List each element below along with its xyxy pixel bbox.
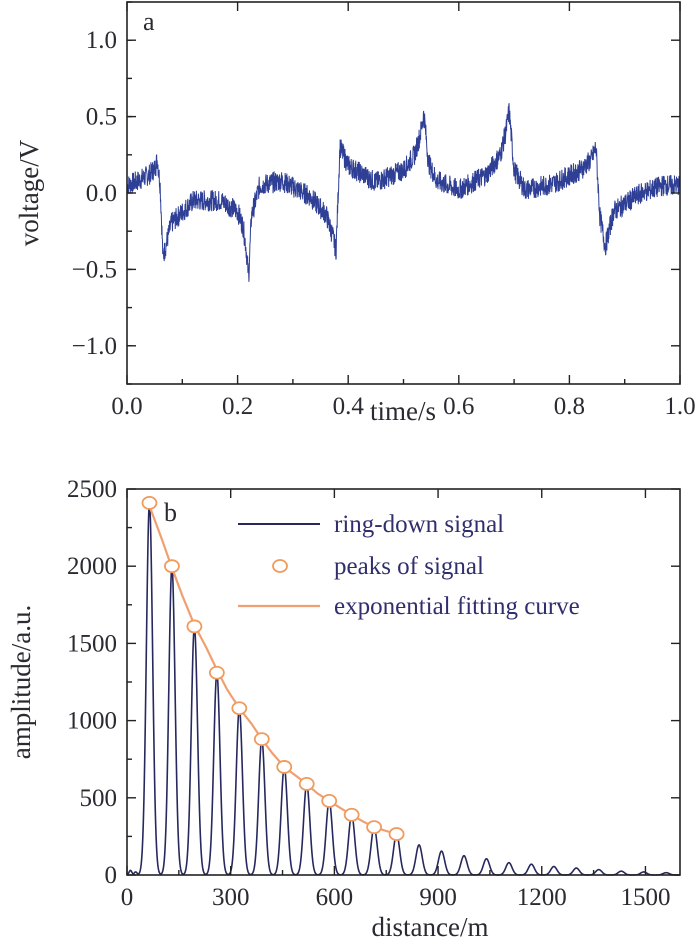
panel-b-x-tick-label: 1200: [517, 884, 567, 911]
panel-a-x-tick-label: 0.6: [443, 393, 474, 420]
panel-b-y-tick-label: 1500: [67, 630, 117, 657]
panel-a-y-axis-label: voltage/V: [14, 139, 44, 246]
peak-marker: [321, 793, 338, 808]
panel-b: 0 300 600 900 1200 1500 0 500 1000 1500 2000 2500 b…: [6, 476, 681, 941]
panel-a-plot-area: [126, 103, 681, 282]
panel-a-x-tick-label: 0.8: [554, 393, 585, 420]
legend-label-peaks: peaks of signal: [334, 553, 484, 580]
legend-label-fit: exponential fitting curve: [334, 593, 580, 620]
legend-label-ring-down: ring-down signal: [334, 511, 504, 538]
panel-a-y-tick-label: 1.0: [86, 27, 117, 54]
panel-a-x-tick-label: 1.0: [664, 393, 695, 420]
panel-a-y-tick-label: 0.5: [86, 104, 117, 131]
peak-marker: [388, 827, 405, 841]
panel-b-y-axis-label: amplitude/a.u.: [6, 605, 36, 759]
panel-a-voltage-trace: [126, 103, 681, 282]
panel-a-x-tick-label: 0.4: [333, 393, 365, 420]
panel-a-x-tick-label: 0.0: [111, 393, 142, 420]
panel-a-frame: [126, 1, 681, 385]
peak-marker: [253, 732, 270, 747]
panel-b-x-tick-label: 600: [316, 884, 354, 911]
panel-a: 0.0 0.2 0.4 0.6 0.8 1.0 −1.0 −0.5 0.0 0.5 1.0 a ti…: [14, 1, 696, 426]
peak-marker: [231, 701, 248, 716]
panel-b-y-tick-label: 0: [105, 862, 118, 889]
panel-a-x-axis-label: time/s: [370, 396, 436, 426]
panel-b-x-tick-label: 900: [419, 884, 457, 911]
panel-b-frame: [126, 488, 681, 876]
panel-b-x-tick-label: 1500: [620, 884, 670, 911]
panel-b-x-axis-label: distance/m: [372, 912, 489, 941]
peak-marker: [164, 559, 180, 574]
panel-a-x-tick-label: 0.2: [222, 393, 253, 420]
panel-b-y-tick-label: 500: [80, 785, 118, 812]
peak-marker: [186, 619, 203, 634]
legend-swatch-peaks: [272, 559, 288, 573]
peak-marker: [366, 820, 383, 835]
peak-marker: [298, 777, 315, 791]
panel-b-x-tick-label: 0: [121, 884, 134, 911]
legend: ring-down signal peaks of signal exponen…: [238, 511, 580, 620]
panel-b-y-tick-label: 2000: [67, 553, 117, 580]
panel-b-y-tick-label: 1000: [67, 708, 117, 735]
panel-a-ticks: 0.0 0.2 0.4 0.6 0.8 1.0 −1.0 −0.5 0.0 0.5 1.0: [72, 1, 696, 420]
panel-b-y-tick-label: 2500: [67, 476, 117, 503]
peak-marker: [276, 760, 293, 774]
panel-a-y-tick-label: 0.0: [86, 180, 117, 207]
panel-b-ticks: 0 300 600 900 1200 1500 0 500 1000 1500 2000 2500: [67, 476, 680, 911]
peak-marker: [141, 495, 158, 510]
peak-marker: [208, 665, 225, 680]
peak-marker: [343, 807, 360, 822]
panel-b-label: b: [164, 498, 177, 527]
panel-a-y-tick-label: −1.0: [72, 333, 117, 360]
panel-a-y-tick-label: −0.5: [72, 256, 117, 283]
panel-b-x-tick-label: 300: [212, 884, 250, 911]
panel-a-label: a: [143, 7, 155, 36]
